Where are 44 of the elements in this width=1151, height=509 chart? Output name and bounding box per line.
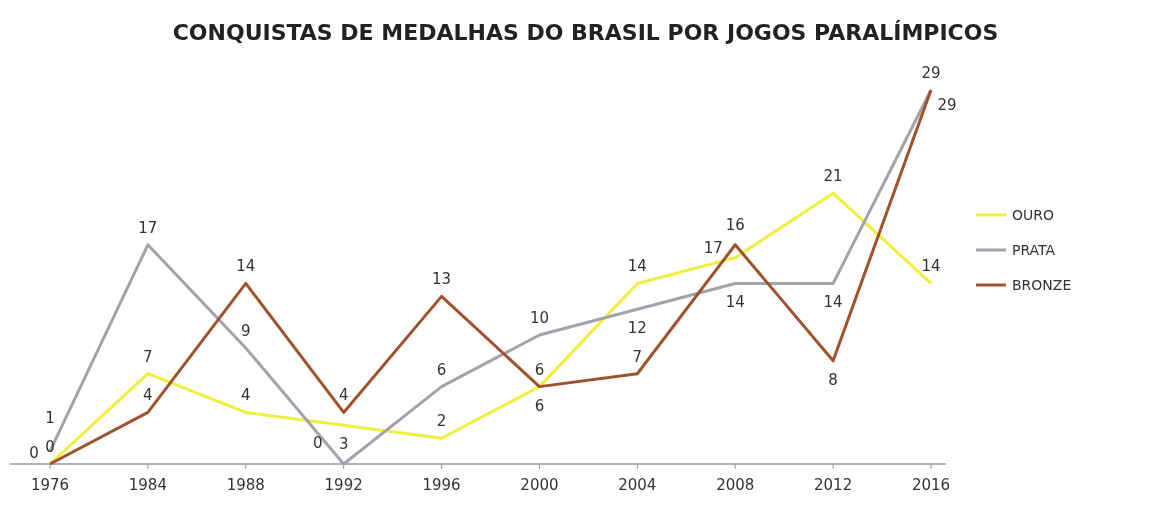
legend-label: PRATA: [1012, 242, 1056, 258]
data-label: 0: [312, 434, 323, 452]
data-label: 4: [338, 386, 349, 405]
x-tick-label: 2004: [618, 476, 657, 494]
chart-title: CONQUISTAS DE MEDALHAS DO BRASIL POR JOGOS PARALÍMPICOS: [172, 20, 999, 45]
x-tick-label: 1976: [30, 476, 70, 494]
data-label: 12: [627, 319, 647, 338]
x-tick-label: 1996: [422, 476, 461, 494]
data-label: 1: [45, 409, 55, 428]
data-label: 6: [534, 360, 545, 379]
data-label: 16: [725, 215, 745, 234]
data-label: 17: [703, 238, 723, 257]
data-label: 14: [725, 293, 745, 312]
x-tick-label: 2008: [716, 476, 755, 494]
data-label: 4: [143, 386, 153, 405]
data-label: 2: [436, 412, 447, 431]
data-label: 14: [236, 257, 256, 276]
data-label: 4: [241, 386, 251, 405]
x-tick-label: 1992: [324, 476, 363, 494]
x-tick-label: 1988: [226, 476, 265, 494]
data-label: 7: [632, 347, 643, 366]
data-label: 3: [338, 435, 349, 454]
legend-label: OURO: [1012, 207, 1055, 223]
data-label: 9: [241, 321, 251, 340]
data-label: 13: [432, 270, 452, 289]
data-label: 17: [138, 218, 158, 237]
x-tick-label: 2000: [520, 476, 559, 494]
data-label: 29: [937, 96, 957, 114]
data-label: 14: [921, 257, 941, 276]
data-label: 6: [534, 396, 545, 415]
data-label: 8: [828, 370, 838, 389]
x-tick-label: 1984: [128, 476, 167, 494]
data-label: 7: [143, 347, 153, 366]
data-label: 0: [29, 444, 39, 462]
x-tick-label: 2016: [911, 476, 951, 494]
data-label: 10: [529, 309, 549, 328]
data-label: 21: [823, 167, 843, 186]
data-label: 14: [823, 293, 843, 312]
data-label: 29: [921, 64, 941, 82]
data-label: 0: [45, 438, 55, 456]
legend-label: BRONZE: [1012, 277, 1072, 293]
data-label: 14: [627, 257, 647, 276]
x-tick-label: 2012: [814, 476, 853, 494]
data-label: 6: [436, 360, 447, 379]
